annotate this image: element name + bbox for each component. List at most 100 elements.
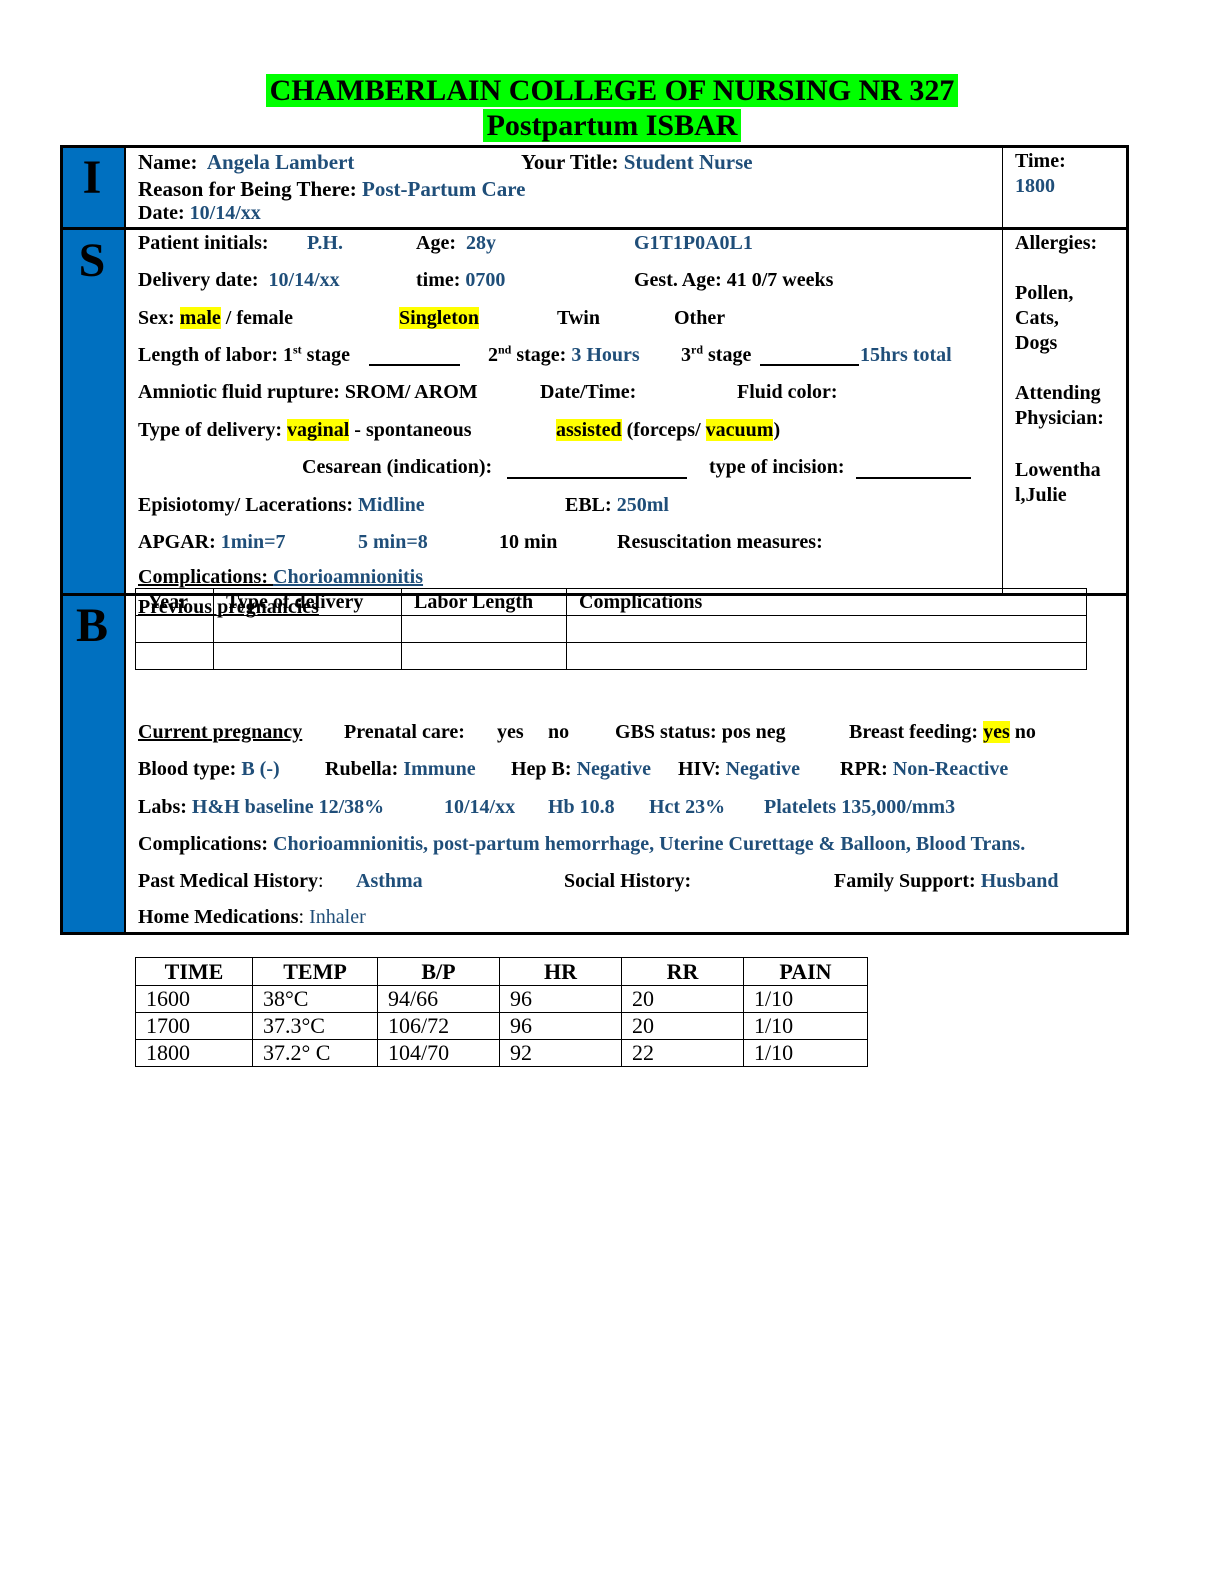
allergy-pollen: Pollen, <box>1015 282 1074 304</box>
frame-side-column-divider <box>1002 145 1003 593</box>
frame-i-s-divider <box>60 227 1128 230</box>
incision-type: type of incision: <box>709 456 845 478</box>
gtpal-value: G1T1P0A0L1 <box>634 232 753 254</box>
frame-left <box>60 145 63 935</box>
date-field: Date: 10/14/xx <box>138 202 261 224</box>
breast-feeding-field: Breast feeding: yes no <box>849 721 1036 743</box>
vitals-cell: 38°C <box>252 985 378 1013</box>
section-letter-i: I <box>82 151 102 204</box>
vitals-cell: 1/10 <box>743 985 868 1013</box>
labs-date: 10/14/xx <box>444 796 516 818</box>
rubella-field: Rubella: Immune <box>325 758 476 780</box>
prev-header-complications: Complications <box>566 588 1087 616</box>
name-field: Name: Angela Lambert <box>138 150 355 174</box>
hepb-field: Hep B: Negative <box>511 758 651 780</box>
stage1-blank-line <box>369 364 460 366</box>
incision-blank-line <box>856 477 971 479</box>
vitals-header-pain: PAIN <box>743 957 868 986</box>
vitals-cell: 106/72 <box>377 1012 500 1040</box>
current-pregnancy-label: Current pregnancy <box>138 721 303 743</box>
vitals-cell: 1800 <box>135 1039 253 1067</box>
vitals-header-hr: HR <box>499 957 622 986</box>
vitals-cell: 1600 <box>135 985 253 1013</box>
prenatal-yes: yes <box>497 721 524 743</box>
delivery-time-field: time: 0700 <box>416 269 506 291</box>
cesarean-indication: Cesarean (indication): <box>302 456 493 478</box>
labor-stage1-field: Length of labor: 1st stage <box>138 342 350 366</box>
vitals-header-rr: RR <box>621 957 744 986</box>
table-row <box>135 642 1087 670</box>
table-row: 1700 37.3°C 106/72 96 20 1/10 <box>135 1012 868 1040</box>
vitals-header-bp: B/P <box>377 957 500 986</box>
section-letter-s: S <box>78 234 106 287</box>
table-row: 1800 37.2° C 104/70 92 22 1/10 <box>135 1039 868 1067</box>
age-field: Age: 28y <box>416 232 496 254</box>
vitals-cell: 104/70 <box>377 1039 500 1067</box>
vitals-cell: 1/10 <box>743 1039 868 1067</box>
past-medical-history-field: Past Medical History: <box>138 870 324 892</box>
labor-total: 15hrs total <box>860 344 952 366</box>
gestational-age: Gest. Age: 41 0/7 weeks <box>634 269 834 291</box>
attending-label-1: Attending <box>1015 382 1101 404</box>
resuscitation-measures: Resuscitation measures: <box>617 531 823 553</box>
s-complications-field: Complications: Chorioamnionitis <box>138 566 424 588</box>
labs-field: Labs: H&H baseline 12/38% <box>138 796 385 818</box>
cesarean-blank-line <box>507 477 687 479</box>
labor-stage3-field: 3rd stage <box>681 342 752 366</box>
vitals-cell: 96 <box>499 1012 622 1040</box>
labor-stage2-field: 2nd stage: 3 Hours <box>488 342 640 366</box>
sex-field: Sex: male / female <box>138 307 293 329</box>
vitals-cell: 96 <box>499 985 622 1013</box>
past-medical-history-value: Asthma <box>356 870 423 892</box>
frame-bottom <box>60 932 1129 935</box>
previous-pregnancies-table: Year Type of delivery Labor Length Compl… <box>135 588 1087 670</box>
fluid-color: Fluid color: <box>737 381 838 403</box>
home-medications-field: Home Medications: Inhaler <box>138 906 366 928</box>
patient-initials-label: Patient initials: <box>138 232 269 254</box>
vitals-cell: 1/10 <box>743 1012 868 1040</box>
stage3-blank-line <box>760 364 859 366</box>
allergy-cats: Cats, <box>1015 307 1059 329</box>
vitals-cell: 94/66 <box>377 985 500 1013</box>
apgar-field: APGAR: 1min=7 <box>138 531 286 553</box>
vitals-cell: 37.2° C <box>252 1039 378 1067</box>
apgar-10min: 10 min <box>499 531 558 553</box>
frame-letter-divider <box>124 145 126 935</box>
labs-hb: Hb 10.8 <box>548 796 615 818</box>
prev-header-year: Year <box>135 588 214 616</box>
vitals-cell: 20 <box>621 985 744 1013</box>
attending-label-2: Physician: <box>1015 407 1104 429</box>
prev-header-labor: Labor Length <box>401 588 567 616</box>
b-complications-field: Complications: Chorioamnionitis, post-pa… <box>138 833 1026 855</box>
vitals-header-temp: TEMP <box>252 957 378 986</box>
twin-option: Twin <box>557 307 600 329</box>
page-subtitle: Postpartum ISBAR <box>0 109 1224 143</box>
ebl-field: EBL: 250ml <box>565 494 669 516</box>
vitals-table: TIME TEMP B/P HR RR PAIN 1600 38°C 94/66… <box>135 957 868 1067</box>
reason-field: Reason for Being There: Post-Partum Care <box>138 177 526 201</box>
social-history-label: Social History: <box>564 870 692 892</box>
delivery-type-field: Type of delivery: vaginal - spontaneous <box>138 419 472 441</box>
prev-header-type: Type of delivery <box>213 588 402 616</box>
vitals-cell: 1700 <box>135 1012 253 1040</box>
title-field: Your Title: Student Nurse <box>521 150 753 174</box>
vitals-cell: 92 <box>499 1039 622 1067</box>
delivery-date-field: Delivery date: 10/14/xx <box>138 269 340 291</box>
page-title: CHAMBERLAIN COLLEGE OF NURSING NR 327 <box>0 74 1224 108</box>
frame-top <box>60 145 1128 148</box>
attending-name-2: l,Julie <box>1015 484 1067 506</box>
assisted-delivery: assisted (forceps/ vacuum) <box>556 419 781 441</box>
frame-right <box>1126 145 1129 935</box>
rpr-field: RPR: Non-Reactive <box>840 758 1009 780</box>
vitals-cell: 20 <box>621 1012 744 1040</box>
time-label: Time: <box>1015 150 1066 172</box>
labs-hct: Hct 23% <box>649 796 726 818</box>
patient-initials-value: P.H. <box>307 232 343 254</box>
rupture-date-time: Date/Time: <box>540 381 637 403</box>
amniotic-fluid-rupture: Amniotic fluid rupture: SROM/ AROM <box>138 381 478 403</box>
episiotomy-field: Episiotomy/ Lacerations: Midline <box>138 494 425 516</box>
table-row: 1600 38°C 94/66 96 20 1/10 <box>135 985 868 1013</box>
vitals-header-time: TIME <box>135 957 253 986</box>
singleton-option: Singleton <box>399 307 480 329</box>
isbar-letter-column <box>60 145 124 935</box>
